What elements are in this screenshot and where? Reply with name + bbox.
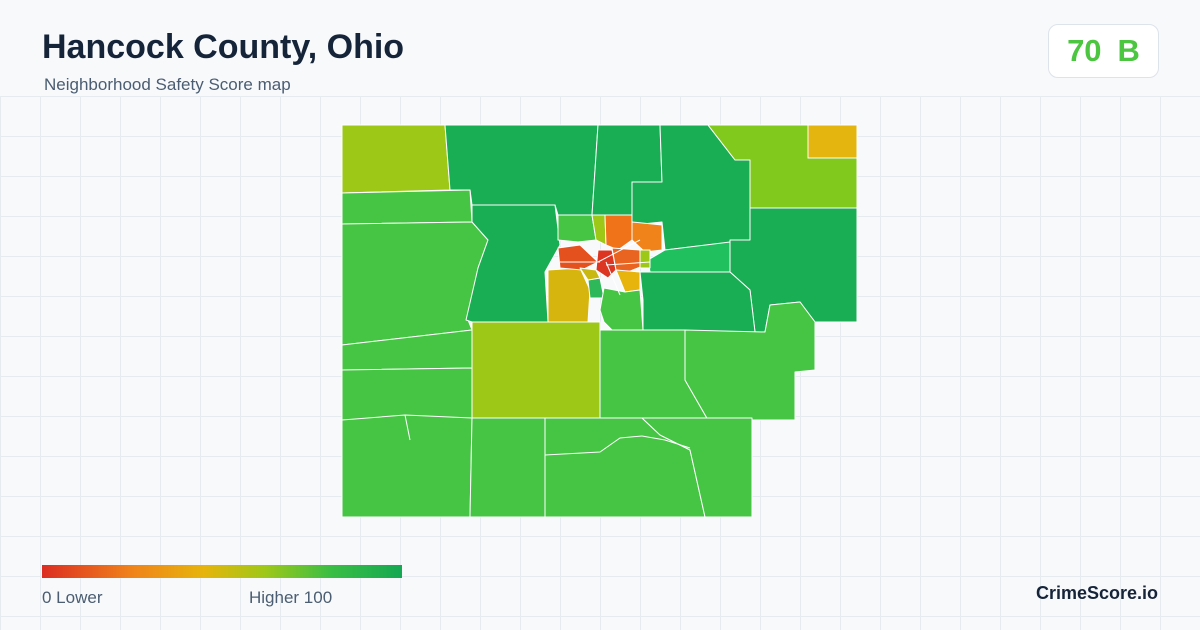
score-grade: B [1117,33,1140,68]
header: Hancock County, Ohio Neighborhood Safety… [0,0,1200,96]
tract-city-north[interactable] [557,214,597,243]
tract-southeast[interactable] [684,301,816,421]
road-line [597,239,641,263]
tract-southwest[interactable] [341,414,473,518]
tract-northeast-corner[interactable] [807,124,858,159]
tract-city-northeast[interactable] [604,214,633,251]
road-line [641,435,691,449]
tract-city-west[interactable] [557,244,599,271]
page-title: Hancock County, Ohio [42,28,405,66]
road-line [605,261,651,266]
tract-central-west[interactable] [465,204,561,323]
tract-city-south[interactable] [587,277,605,299]
brand-logo[interactable]: CrimeScore.io [1036,583,1159,603]
tract-west-strip[interactable] [341,189,473,225]
road-line [544,435,643,456]
legend-min-label: 0 Lower [42,588,103,607]
page-subtitle: Neighborhood Safety Score map [44,75,291,94]
tract-city-core[interactable] [595,249,617,279]
tract-northwest[interactable] [341,124,451,194]
road-line [605,261,621,296]
tract-south-central-west[interactable] [469,417,546,518]
tract-west[interactable] [341,221,489,346]
road-line [404,414,411,441]
tract-city-east-small[interactable] [639,249,651,269]
score-badge: 70 B [1048,24,1159,78]
tract-southeast-corner[interactable] [641,417,753,518]
tract-city-southwest[interactable] [547,267,591,323]
tract-central-east[interactable] [639,271,756,333]
score-value: 70 [1067,33,1102,68]
tract-city-south-yellow[interactable] [579,267,601,281]
legend-color-scale [42,565,402,578]
tract-city-southeast[interactable] [615,269,641,293]
tract-city-core-east[interactable] [611,247,646,273]
tract-south-city[interactable] [599,287,644,331]
legend-max-label: Higher 100 [249,588,333,607]
tract-central[interactable] [471,321,601,419]
tract-west-lower[interactable] [341,367,473,421]
tract-city-east[interactable] [631,221,663,253]
